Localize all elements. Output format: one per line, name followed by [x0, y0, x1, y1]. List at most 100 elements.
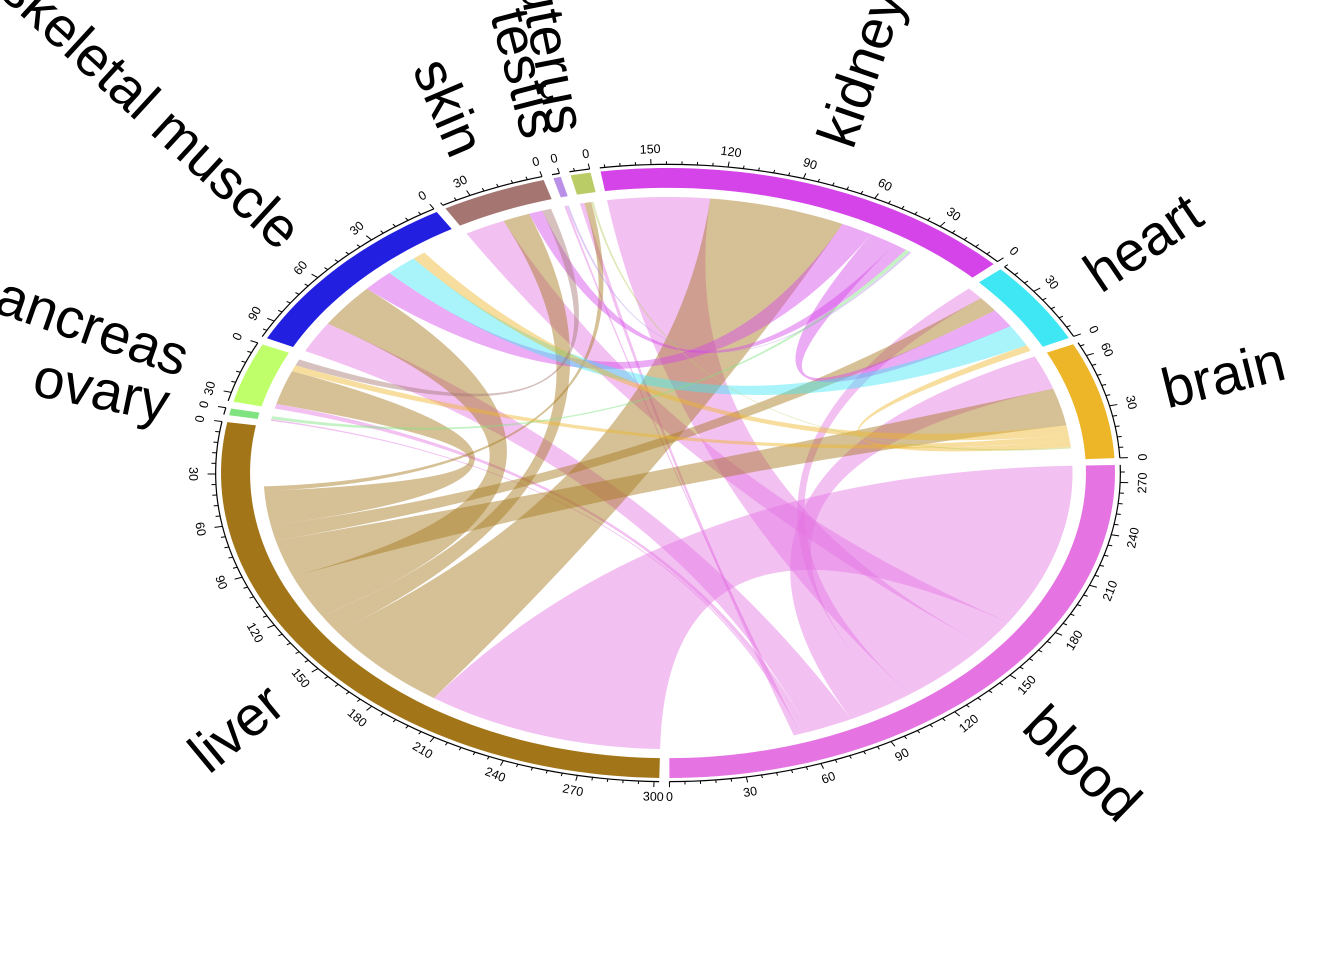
tick-mark — [742, 165, 745, 169]
tick-label: 30 — [742, 784, 758, 800]
tick-mark — [790, 769, 794, 774]
tick-mark — [311, 668, 319, 673]
chord-blood-brain — [790, 356, 1054, 720]
tick-label: 0 — [230, 330, 246, 342]
tick-mark — [392, 223, 396, 227]
tick-mark — [1024, 280, 1029, 284]
tick-label: 0 — [416, 188, 429, 204]
tick-mark — [539, 171, 543, 177]
tick-mark — [486, 756, 490, 760]
tick-label: 150 — [289, 666, 313, 691]
sectors-layer — [221, 168, 1115, 778]
tick-mark — [241, 360, 246, 363]
tick-mark — [1113, 523, 1119, 526]
axis-kidney — [599, 163, 998, 263]
tick-label: 30 — [1042, 273, 1062, 293]
tick-mark — [295, 292, 300, 295]
tick-mark — [874, 193, 879, 199]
tick-mark — [213, 420, 223, 422]
sector-brain — [1046, 344, 1115, 460]
tick-mark — [1058, 315, 1064, 319]
tick-mark — [951, 230, 956, 234]
sector-skeletal-muscle — [267, 212, 452, 347]
tick-mark — [1029, 658, 1034, 661]
tick-mark — [231, 380, 236, 383]
tick-mark — [496, 183, 499, 188]
tick-mark — [1019, 666, 1024, 670]
chord-brain-heart — [857, 345, 1071, 452]
tick-mark — [453, 197, 457, 201]
tick-mark — [356, 244, 361, 248]
axis-brain — [1077, 342, 1121, 458]
tick-mark — [356, 698, 361, 702]
tick-mark — [228, 556, 233, 559]
tick-label: 120 — [720, 144, 743, 161]
chord-liver-skeletal-muscle — [292, 288, 507, 616]
tick-label: 240 — [483, 764, 508, 785]
tick-mark — [278, 633, 283, 637]
tick-label: 30 — [201, 380, 218, 397]
tick-mark — [1086, 352, 1094, 357]
tick-mark — [1046, 640, 1052, 644]
tick-mark — [466, 190, 471, 196]
chord-blood-liver — [433, 465, 1073, 749]
tick-mark — [217, 406, 226, 409]
tick-mark — [603, 164, 606, 168]
tick-mark — [788, 172, 791, 176]
tick-label: 0 — [1135, 453, 1149, 461]
tick-mark — [849, 755, 852, 759]
tick-mark — [515, 763, 519, 768]
tick-mark — [250, 340, 258, 344]
tick-mark — [1055, 632, 1063, 636]
tick-mark — [1101, 383, 1107, 386]
tick-label: 300 — [643, 789, 664, 804]
tick-mark — [278, 309, 283, 313]
tick-label: 210 — [410, 739, 435, 762]
tick-label: 90 — [245, 304, 264, 323]
tick-mark — [304, 659, 309, 663]
sector-label-liver: liver — [176, 671, 295, 785]
tick-mark — [224, 546, 229, 549]
tick-mark — [444, 742, 448, 746]
tick-mark — [1014, 272, 1019, 276]
tick-mark — [345, 251, 350, 255]
sector-kidney — [600, 168, 994, 278]
tick-mark — [405, 217, 409, 221]
tick-mark — [820, 763, 825, 769]
tick-mark — [243, 586, 248, 589]
tick-label: 240 — [1124, 526, 1142, 549]
tick-mark — [262, 615, 268, 618]
tick-label: 60 — [192, 521, 208, 537]
tick-mark — [1103, 554, 1109, 557]
tick-label: 60 — [291, 258, 311, 278]
tick-label: 30 — [347, 218, 367, 238]
tick-mark — [366, 705, 373, 711]
tick-mark — [1077, 604, 1082, 607]
tick-mark — [730, 778, 733, 782]
sector-pancreas — [233, 344, 289, 407]
tick-mark — [481, 187, 485, 192]
tick-label: 270 — [1135, 472, 1150, 493]
sector-blood — [669, 465, 1115, 778]
tick-mark — [345, 691, 350, 695]
sector-label-skin: skin — [401, 49, 498, 165]
chord-skin-pancreas — [295, 208, 579, 397]
tick-mark — [530, 767, 534, 771]
tick-label: 30 — [186, 467, 200, 481]
tick-mark — [776, 772, 779, 776]
chord-kidney-skeletal-muscle — [366, 224, 872, 370]
chord-blood-skin — [466, 220, 1009, 646]
tick-mark — [1038, 649, 1043, 653]
axis-testis — [551, 172, 560, 176]
tick-mark — [418, 731, 422, 735]
tick-mark — [267, 624, 275, 629]
tick-mark — [727, 161, 730, 168]
tick-mark — [1050, 306, 1055, 310]
tick-mark — [380, 712, 384, 716]
tick-label: 90 — [801, 155, 819, 173]
tick-mark — [1096, 373, 1102, 376]
tick-label: 60 — [820, 769, 838, 787]
tick-label: 30 — [451, 172, 470, 191]
tick-label: 0 — [196, 400, 211, 410]
